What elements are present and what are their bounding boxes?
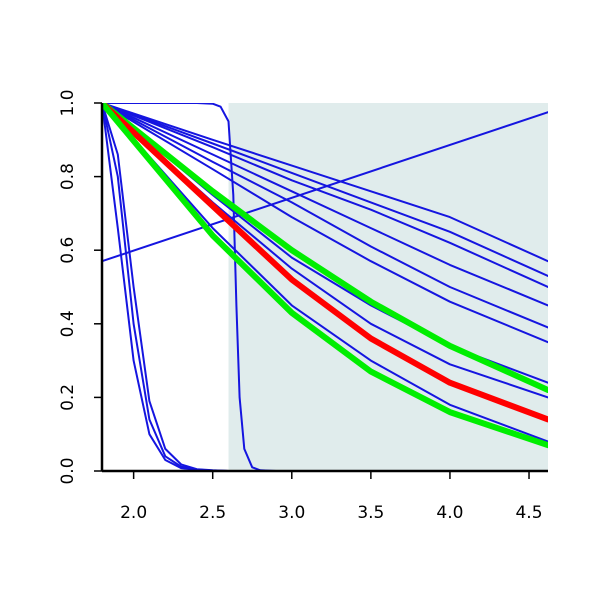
y-tick-label: 0.2 [58, 384, 78, 411]
series-line-10-blue [102, 103, 548, 329]
series-line-7-blue [102, 103, 548, 277]
series-line-17-green [102, 103, 548, 449]
series-line-16-red [102, 103, 548, 423]
series-line-9-blue [102, 103, 548, 307]
x-tick-label: 4.5 [515, 503, 542, 523]
y-tick-label: 0.6 [58, 237, 78, 264]
x-tick-label: 2.0 [120, 503, 147, 523]
series-line-2-blue [102, 103, 548, 471]
shaded-region [228, 103, 548, 471]
x-tick-label: 3.0 [278, 503, 305, 523]
y-tick-label: 0.4 [58, 310, 78, 337]
y-tick-label: 0.8 [58, 163, 78, 190]
axes-layer: 2.0 2.5 3.0 3.5 4.0 4.5 0.0 0.2 0.4 0.6 0.8 1.0 [58, 89, 548, 523]
series-line-11-blue [102, 103, 548, 344]
series-line-5-blue [102, 111, 548, 263]
y-tick-label: 1.0 [58, 89, 78, 116]
x-tick-label: 3.5 [357, 503, 384, 523]
series-line-14-blue [102, 103, 548, 443]
series-line-3-blue [102, 103, 548, 471]
series-line-15-green [102, 103, 548, 393]
shaded-region-layer [228, 103, 548, 471]
series-line-8-blue [102, 103, 548, 288]
series-line-1-blue [102, 103, 548, 471]
series-layer [102, 103, 548, 471]
series-line-6-blue [102, 103, 548, 263]
x-tick-label: 2.5 [199, 503, 226, 523]
y-tick-label: 0.0 [58, 457, 78, 484]
x-tick-label: 4.0 [436, 503, 463, 523]
